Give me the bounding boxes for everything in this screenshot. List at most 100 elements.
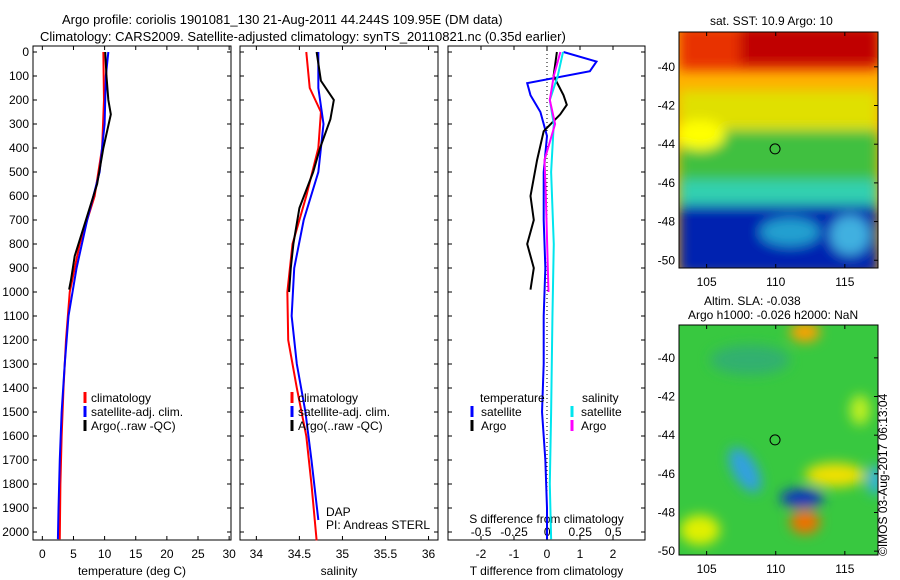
legend-label: climatology <box>298 391 358 405</box>
x-tick-label: -2 <box>476 547 487 561</box>
sla-map-field <box>679 325 878 555</box>
pi-annotation: DAP <box>326 505 351 519</box>
y-tick-label: 1700 <box>2 453 29 467</box>
series-argo(..raw <box>288 51 335 293</box>
salinity-axes-box <box>239 45 439 541</box>
x-tick-label: 115 <box>835 275 854 289</box>
y-tick-label: -50 <box>658 253 676 267</box>
y-tick-label: -46 <box>658 467 676 481</box>
legend-label: Argo(..raw -QC) <box>91 419 176 433</box>
s-tick-label: 0.25 <box>569 525 593 539</box>
x-tick-label: 110 <box>766 275 785 289</box>
y-tick-label: -44 <box>658 137 676 151</box>
y-tick-label: -48 <box>658 215 676 229</box>
x-tick-label: -1 <box>509 547 520 561</box>
x-tick-label: 34.5 <box>288 547 312 561</box>
y-tick-label: 900 <box>9 261 29 275</box>
y-tick-label: -50 <box>658 544 676 558</box>
sla-map-frame <box>678 324 879 556</box>
y-tick-label: 0 <box>22 45 29 59</box>
x-tick-label: 5 <box>70 547 77 561</box>
x-tick-label: 0 <box>39 547 46 561</box>
x-tick-label: 35 <box>336 547 350 561</box>
sst-map-field <box>679 32 878 268</box>
temperature-xlabel: temperature (deg C) <box>78 564 186 578</box>
s-tick-label: -0.25 <box>500 525 528 539</box>
legend-label: satellite <box>581 405 622 419</box>
title-line-2: Climatology: CARS2009. Satellite-adjuste… <box>40 29 566 44</box>
salinity-xlabel: salinity <box>321 564 358 578</box>
y-tick-label: 1800 <box>2 477 29 491</box>
legend-label: satellite <box>481 405 522 419</box>
x-tick-label: 34 <box>250 547 264 561</box>
x-tick-label: 2 <box>610 547 617 561</box>
y-tick-label: 1000 <box>2 285 29 299</box>
x-tick-label: 25 <box>191 547 205 561</box>
argo-location-marker <box>769 434 781 446</box>
y-tick-label: 300 <box>9 117 29 131</box>
series-satellite-adj. <box>56 51 110 540</box>
y-tick-label: 500 <box>9 165 29 179</box>
y-tick-label: 1600 <box>2 429 29 443</box>
legend-label: Argo <box>581 419 607 433</box>
series-t-satellite <box>525 51 599 540</box>
title-line-1: Argo profile: coriolis 1901081_130 21-Au… <box>62 12 503 27</box>
x-tick-label: 115 <box>835 562 854 576</box>
legend-label: satellite-adj. clim. <box>91 405 183 419</box>
y-tick-label: 400 <box>9 141 29 155</box>
x-tick-label: 105 <box>697 562 717 576</box>
sst-map-frame <box>678 31 879 269</box>
y-tick-label: 1300 <box>2 357 29 371</box>
x-tick-label: 35.5 <box>374 547 398 561</box>
x-tick-label: 36 <box>422 547 436 561</box>
x-tick-label: 10 <box>98 547 112 561</box>
x-tick-label: 30 <box>222 547 236 561</box>
series-s-satellite <box>548 51 565 540</box>
temperature-axes-box <box>32 45 232 541</box>
argo-location-marker <box>769 143 781 155</box>
x-tick-label: 15 <box>129 547 143 561</box>
s-tick-label: 0.5 <box>605 525 622 539</box>
y-tick-label: 1100 <box>3 309 29 323</box>
y-tick-label: -44 <box>658 428 676 442</box>
legend-salinity-title: salinity <box>582 391 619 405</box>
legend-temperature-title: temperature <box>480 391 545 405</box>
y-tick-label: -48 <box>658 505 676 519</box>
y-tick-label: 2000 <box>2 525 29 539</box>
y-tick-label: -40 <box>658 351 676 365</box>
sla-map-title-1: Altim. SLA: -0.038 <box>704 294 801 308</box>
y-tick-label: 1900 <box>2 501 29 515</box>
x-tick-label: 1 <box>577 547 584 561</box>
y-tick-label: 100 <box>9 69 29 83</box>
x-tick-label: 105 <box>697 275 717 289</box>
y-tick-label: -42 <box>658 99 676 113</box>
series-climatology <box>58 51 105 540</box>
y-tick-label: -42 <box>658 390 676 404</box>
x-tick-label: 0 <box>544 547 551 561</box>
y-tick-label: 1400 <box>2 381 29 395</box>
legend-label: Argo(..raw -QC) <box>298 419 383 433</box>
legend-label: Argo <box>481 419 507 433</box>
series-argo(..raw <box>68 51 112 290</box>
sla-map-title-2: Argo h1000: -0.026 h2000: NaN <box>688 308 859 322</box>
y-tick-label: 800 <box>9 237 29 251</box>
y-tick-label: 200 <box>9 93 29 107</box>
x-tick-label: 110 <box>766 562 785 576</box>
y-tick-label: 700 <box>9 213 29 227</box>
series-s-argo <box>543 51 562 293</box>
y-tick-label: -46 <box>658 176 676 190</box>
y-tick-label: 1500 <box>2 405 29 419</box>
x-tick-label: 20 <box>160 547 174 561</box>
y-tick-label: 1200 <box>2 333 29 347</box>
y-tick-label: 600 <box>9 189 29 203</box>
y-tick-label: -40 <box>658 60 676 74</box>
legend-label: satellite-adj. clim. <box>298 405 390 419</box>
credit: ©IMOS 03-Aug-2017 06:13:04 <box>876 393 890 556</box>
pi-annotation: PI: Andreas STERL <box>326 518 430 532</box>
difference-xlabel: T difference from climatology <box>470 564 624 578</box>
series-satellite-adj. <box>290 52 325 521</box>
s-tick-label: -0.5 <box>471 525 492 539</box>
series-t-argo <box>526 51 568 290</box>
